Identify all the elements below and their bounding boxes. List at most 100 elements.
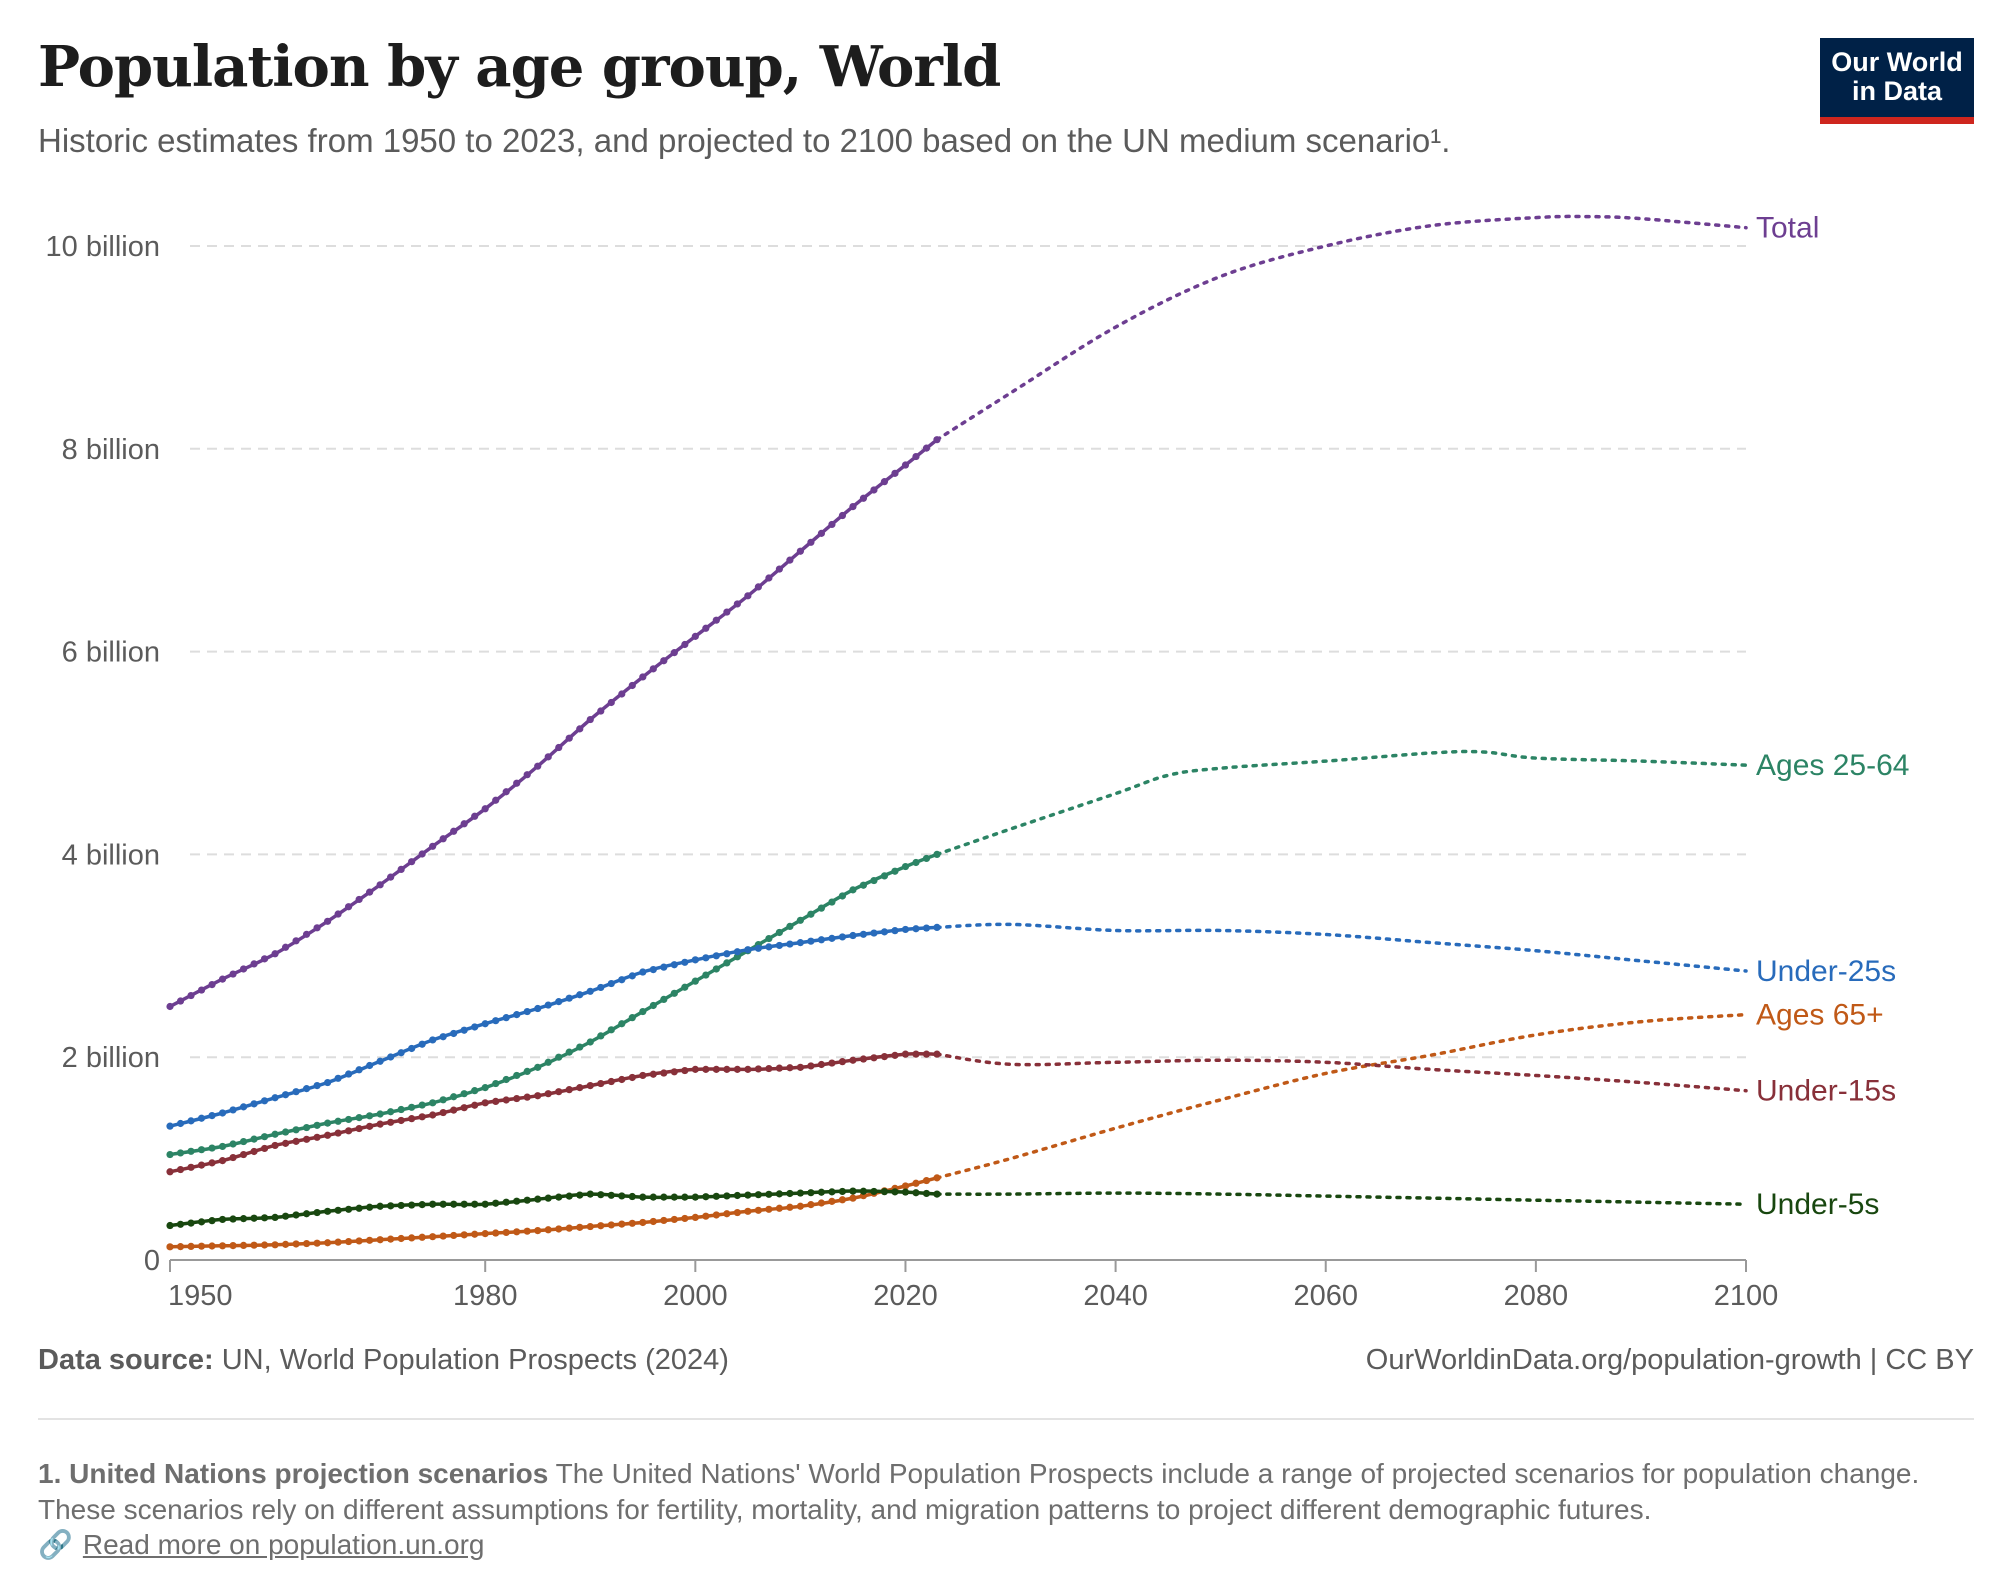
data-point (387, 1202, 395, 1210)
series-label-total[interactable]: Total (1756, 212, 1819, 245)
data-point (618, 1192, 626, 1200)
series-under_25[interactable] (166, 922, 1748, 1130)
data-point (460, 1231, 468, 1239)
data-point (922, 1176, 931, 1185)
data-point (870, 1054, 878, 1062)
data-point (933, 436, 941, 444)
data-point (324, 1131, 332, 1139)
data-point (229, 1153, 237, 1162)
data-point (250, 1135, 258, 1143)
data-point (544, 1001, 552, 1009)
data-point (502, 1096, 510, 1104)
data-point (502, 1198, 510, 1206)
data-point (376, 881, 384, 889)
data-point (481, 1020, 489, 1028)
series-under_15[interactable] (166, 1050, 1748, 1176)
data-point (933, 1050, 941, 1058)
data-point (723, 608, 731, 616)
data-point (912, 1189, 920, 1197)
series-label-ages_25_64[interactable]: Ages 25-64 (1756, 749, 1909, 782)
data-point (733, 948, 741, 956)
data-point (239, 1150, 248, 1159)
data-point (649, 1001, 657, 1010)
series-label-ages_65[interactable]: Ages 65+ (1756, 999, 1884, 1032)
projected-line-under_5 (935, 1191, 1748, 1206)
data-point (387, 1108, 395, 1116)
data-point (292, 1240, 300, 1248)
data-point (513, 1094, 521, 1103)
data-point (807, 910, 815, 918)
data-point (586, 715, 594, 724)
data-point (387, 1053, 395, 1061)
data-point (302, 1210, 311, 1218)
data-point (492, 1079, 500, 1088)
projected-line-total (935, 214, 1748, 442)
source-label: Data source: (38, 1344, 214, 1376)
series-label-under_15[interactable]: Under-15s (1756, 1075, 1896, 1108)
data-point (744, 1191, 752, 1199)
data-point (597, 1191, 605, 1199)
data-point (796, 547, 805, 555)
data-point (429, 1200, 437, 1208)
data-point (408, 858, 416, 866)
data-point (565, 1086, 573, 1094)
data-point (807, 1201, 815, 1209)
data-point (523, 1067, 531, 1075)
data-point (229, 1106, 237, 1114)
series-label-under_5[interactable]: Under-5s (1756, 1188, 1879, 1221)
data-point (796, 1189, 805, 1197)
data-point (345, 1070, 353, 1078)
data-point (576, 1191, 584, 1199)
data-point (208, 1242, 216, 1250)
data-point (555, 1225, 563, 1233)
data-point (292, 1211, 300, 1219)
data-point (765, 1064, 773, 1073)
owid-logo[interactable]: Our World in Data (1820, 38, 1974, 124)
data-point (534, 1195, 542, 1203)
data-point (912, 858, 920, 867)
data-point (481, 1230, 489, 1238)
source-url[interactable]: OurWorldinData.org/population-growth | C… (1365, 1344, 1974, 1376)
data-point (376, 1236, 384, 1244)
data-point (681, 983, 689, 991)
data-point (933, 1174, 941, 1182)
data-point (397, 1116, 405, 1125)
data-point (586, 1038, 594, 1046)
y-tick-label: 6 billion (62, 637, 160, 669)
data-point (260, 1133, 269, 1141)
data-point (176, 1165, 185, 1174)
data-point (628, 972, 636, 980)
data-point (639, 1071, 647, 1080)
data-point (292, 1126, 300, 1134)
data-point (702, 1065, 710, 1073)
data-point (670, 1193, 678, 1201)
data-point (355, 895, 363, 904)
data-point (597, 1079, 605, 1088)
data-point (922, 854, 931, 863)
data-point (922, 924, 931, 932)
data-point (901, 461, 910, 469)
data-point (492, 796, 500, 804)
series-under_5[interactable] (166, 1187, 1748, 1230)
data-point (817, 904, 826, 912)
data-point (586, 987, 594, 995)
series-total[interactable] (166, 214, 1748, 1011)
data-point (681, 1214, 689, 1223)
data-point (366, 1122, 374, 1130)
data-point (901, 862, 910, 871)
data-point (260, 1097, 269, 1105)
data-point (281, 943, 290, 951)
data-point (670, 1068, 678, 1076)
read-more-link[interactable]: Read more on population.un.org (82, 1529, 485, 1560)
historic-line-under_25 (169, 925, 938, 1128)
data-point (281, 1212, 290, 1220)
data-point (870, 929, 878, 937)
data-point (324, 1207, 332, 1215)
data-point (513, 1071, 521, 1080)
data-point (523, 1007, 531, 1016)
series-ages_25_64[interactable] (166, 749, 1748, 1159)
series-label-under_25[interactable]: Under-25s (1756, 955, 1896, 988)
data-point (712, 616, 720, 624)
data-point (218, 1109, 227, 1117)
logo-line-2: in Data (1851, 76, 1943, 106)
